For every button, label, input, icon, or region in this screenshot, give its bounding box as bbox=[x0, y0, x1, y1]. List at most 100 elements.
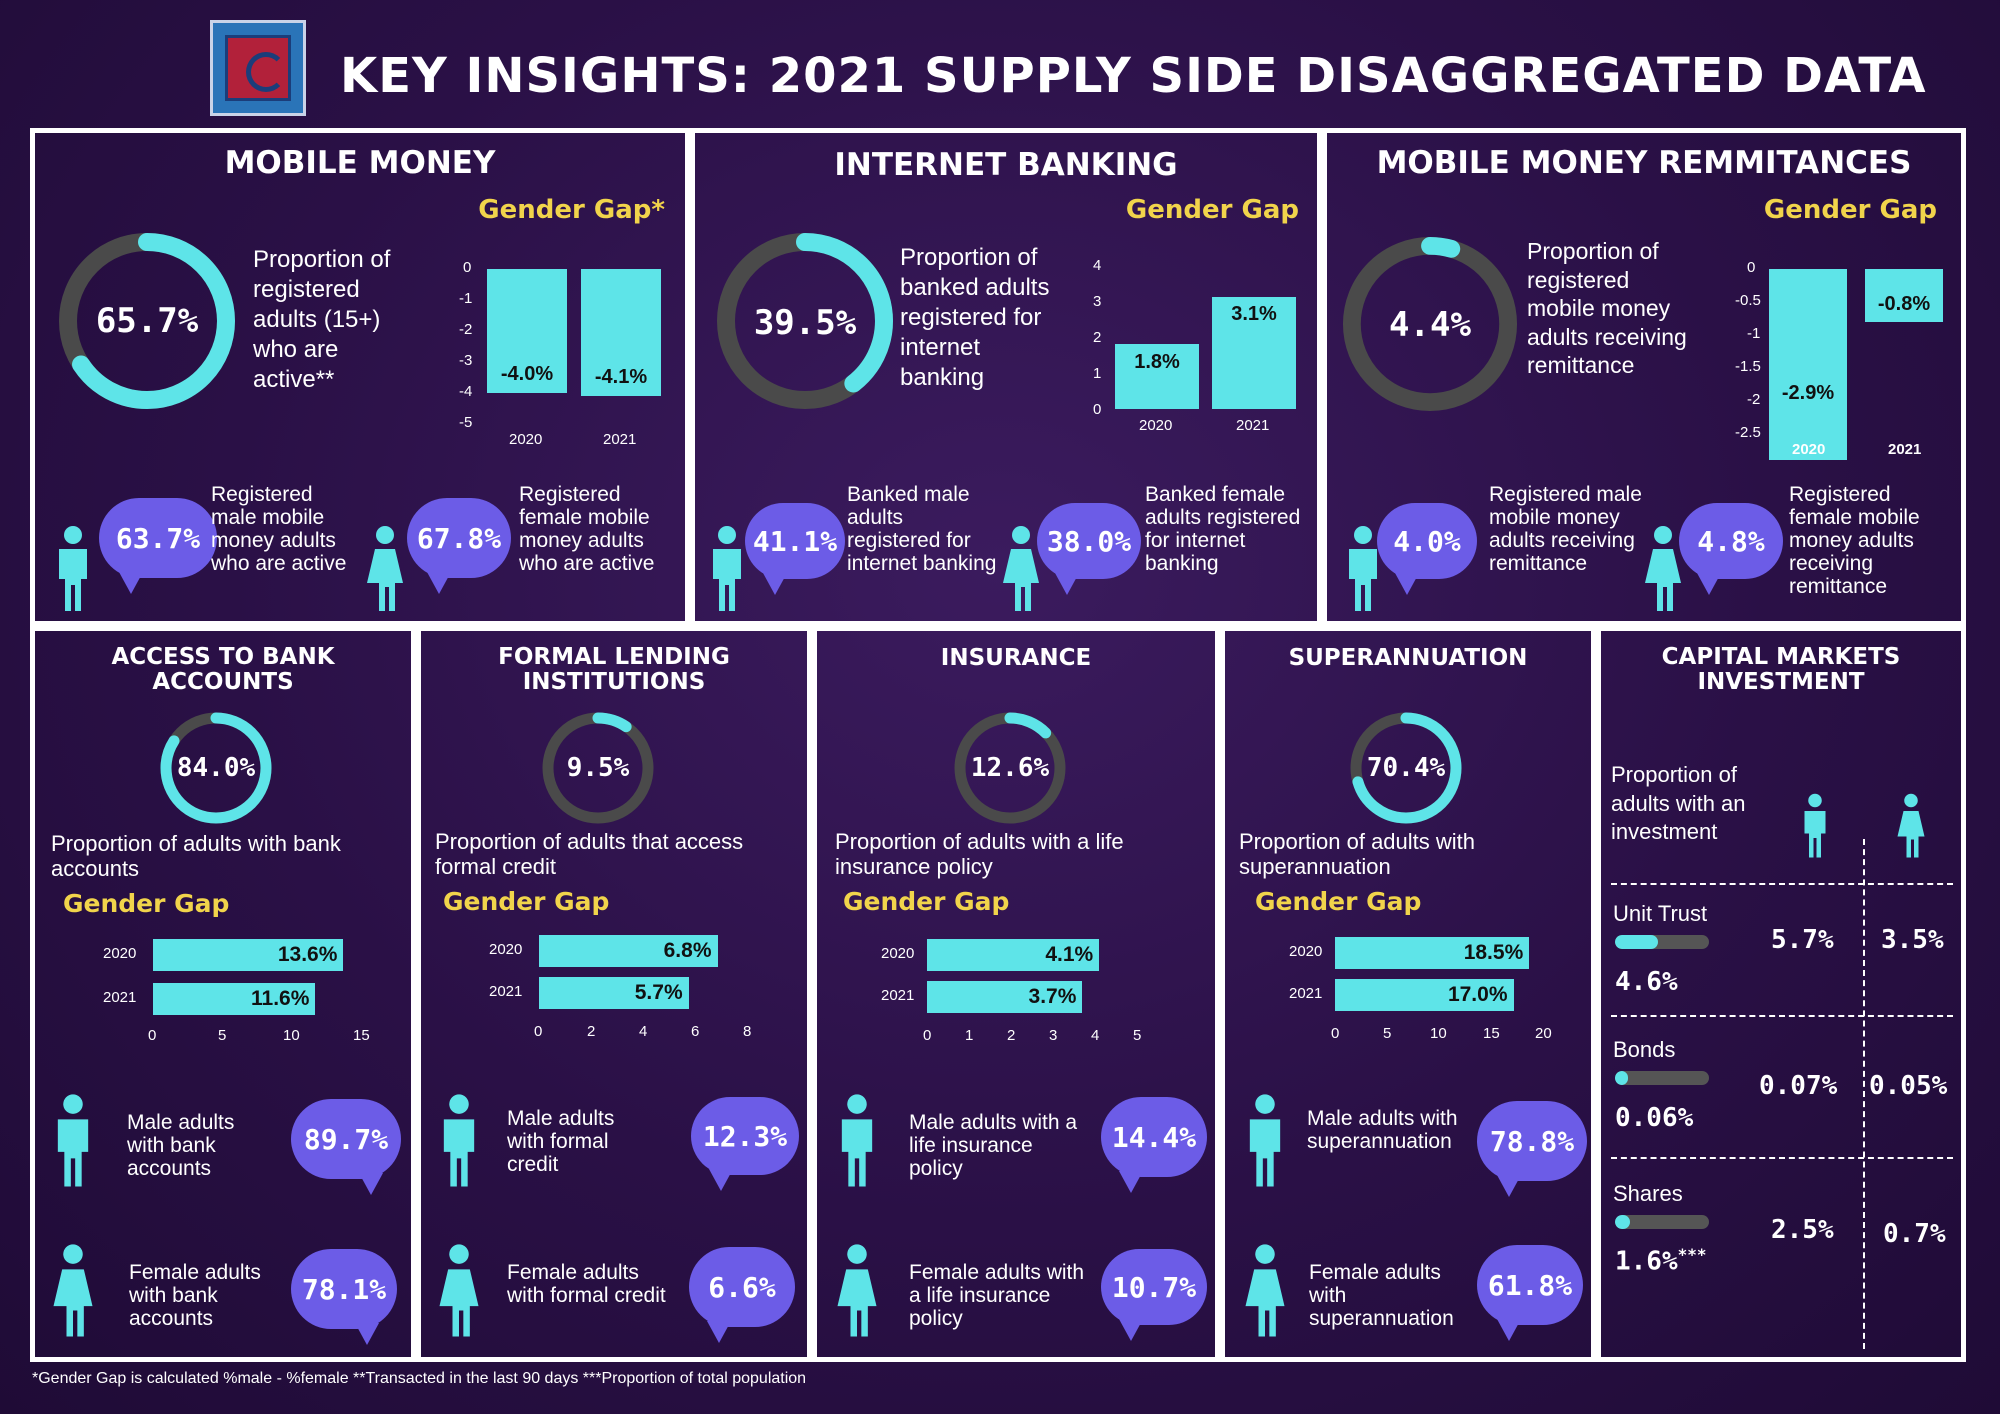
male-icon bbox=[713, 526, 741, 611]
shares-female: 0.7% bbox=[1883, 1219, 1946, 1249]
female-value-bubble: 38.0% bbox=[1037, 503, 1141, 595]
bar-label: -0.8% bbox=[1877, 293, 1931, 315]
male-value-bubble: 78.8% bbox=[1477, 1101, 1587, 1197]
panel-title: MOBILE MONEY bbox=[224, 145, 496, 181]
male-description: Male adults with bank accounts bbox=[127, 1111, 235, 1180]
axis-year: 2021 bbox=[1289, 985, 1323, 1002]
bar-2021 bbox=[581, 269, 661, 397]
female-value: 67.8% bbox=[416, 521, 502, 555]
female-description: Banked female adults registered for inte… bbox=[1145, 483, 1301, 575]
male-value-bubble: 41.1% bbox=[745, 503, 845, 595]
title-line: INVESTMENT bbox=[1697, 669, 1865, 695]
axis-tick: 2 bbox=[587, 1023, 596, 1040]
axis-year: 2020 bbox=[1289, 943, 1323, 960]
donut-value: 9.5% bbox=[566, 753, 630, 783]
bar-label: -2.9% bbox=[1781, 382, 1835, 404]
bonds-female: 0.05% bbox=[1869, 1071, 1948, 1101]
male-value: 4.0% bbox=[1393, 524, 1461, 558]
donut-value: 39.5% bbox=[753, 303, 857, 343]
bar-2021 bbox=[1212, 297, 1296, 409]
donut-chart bbox=[542, 712, 654, 824]
donut-chart bbox=[1350, 712, 1462, 824]
axis-tick: 2 bbox=[1093, 329, 1102, 346]
female-icon bbox=[1245, 1244, 1285, 1337]
unit-trust-bar bbox=[1615, 935, 1709, 949]
bar-label: 1.8% bbox=[1134, 351, 1180, 373]
axis-tick: 0 bbox=[1747, 259, 1756, 276]
axis-tick: 0 bbox=[463, 259, 472, 276]
bar-2020: 13.6% bbox=[153, 939, 344, 971]
panel-title: INSURANCE bbox=[940, 645, 1092, 671]
title-line: INSTITUTIONS bbox=[522, 669, 706, 695]
bonds-male: 0.07% bbox=[1759, 1071, 1838, 1101]
panel-title: CAPITAL MARKETS INVESTMENT bbox=[1601, 645, 1961, 695]
male-value-bubble: 4.0% bbox=[1377, 503, 1477, 595]
axis-year: 2020 bbox=[1139, 417, 1173, 434]
male-description: Male adults with a life insurance policy bbox=[909, 1111, 1078, 1180]
bonds-bar bbox=[1615, 1071, 1709, 1085]
axis-tick: -5 bbox=[459, 414, 473, 431]
bar-label: 3.7% bbox=[1028, 985, 1077, 1008]
female-value-bubble: 78.1% bbox=[291, 1249, 397, 1345]
donut-value: 84.0% bbox=[176, 753, 256, 783]
gender-gap-label: Gender Gap bbox=[443, 887, 610, 916]
gender-gap-label: Gender Gap bbox=[1125, 195, 1299, 225]
axis-tick: -2 bbox=[459, 321, 473, 338]
male-description: Male adults with superannuation bbox=[1307, 1107, 1458, 1153]
male-description: Male adults with formal credit bbox=[507, 1107, 615, 1176]
male-value: 41.1% bbox=[752, 524, 838, 558]
row-divider bbox=[1611, 1015, 1953, 1017]
axis-tick: 4 bbox=[639, 1023, 648, 1040]
unit-trust-female: 3.5% bbox=[1881, 925, 1944, 955]
male-value: 78.8% bbox=[1489, 1124, 1575, 1158]
axis-tick: -1 bbox=[1747, 325, 1761, 342]
male-value: 12.3% bbox=[702, 1119, 788, 1153]
female-description: Female adults with formal credit bbox=[507, 1261, 666, 1307]
female-description: Female adults with a life insurance poli… bbox=[909, 1261, 1085, 1330]
axis-tick: 1 bbox=[965, 1027, 974, 1044]
axis-tick: 6 bbox=[691, 1023, 700, 1040]
donut-description: Proportion of adults with bank accounts bbox=[51, 831, 341, 881]
bar-2021: 3.7% bbox=[927, 981, 1083, 1013]
title-line: ACCESS TO BANK bbox=[111, 644, 335, 670]
bar-label: 17.0% bbox=[1447, 983, 1508, 1006]
axis-tick: 5 bbox=[1383, 1025, 1392, 1042]
bar-label: 4.1% bbox=[1045, 943, 1094, 966]
female-value-bubble: 6.6% bbox=[689, 1247, 795, 1343]
axis-year: 2020 bbox=[881, 945, 915, 962]
gender-gap-label: Gender Gap bbox=[1255, 887, 1422, 916]
title-line: CAPITAL MARKETS bbox=[1661, 644, 1901, 670]
male-icon bbox=[1804, 793, 1826, 858]
axis-year: 2020 bbox=[509, 431, 543, 448]
bar-2020 bbox=[487, 269, 567, 393]
female-value: 6.6% bbox=[708, 1270, 776, 1304]
panel-mobile-money-remittances: MOBILE MONEY REMMITANCES Gender Gap 4.4%… bbox=[1322, 128, 1966, 626]
axis-tick: 5 bbox=[218, 1027, 227, 1044]
bar-2021 bbox=[1865, 269, 1943, 322]
bar-label: 11.6% bbox=[251, 987, 310, 1010]
axis-tick: 2 bbox=[1007, 1027, 1016, 1044]
bar-2020: 4.1% bbox=[927, 939, 1100, 971]
axis-tick: -2.5 bbox=[1735, 424, 1761, 441]
female-icon bbox=[439, 1244, 479, 1337]
panel-title: ACCESS TO BANK ACCOUNTS bbox=[35, 645, 411, 695]
axis-tick: 4 bbox=[1093, 257, 1102, 274]
axis-year: 2020 bbox=[489, 941, 523, 958]
axis-tick: 8 bbox=[743, 1023, 752, 1040]
female-value-bubble: 10.7% bbox=[1101, 1249, 1207, 1341]
axis-tick: 0 bbox=[534, 1023, 543, 1040]
unit-trust-male: 5.7% bbox=[1771, 925, 1834, 955]
axis-tick: 10 bbox=[1430, 1025, 1447, 1042]
axis-tick: 3 bbox=[1049, 1027, 1058, 1044]
axis-year: 2021 bbox=[103, 989, 137, 1006]
axis-tick: 5 bbox=[1133, 1027, 1142, 1044]
axis-tick: -1.5 bbox=[1735, 358, 1761, 375]
title-line: ACCOUNTS bbox=[152, 669, 294, 695]
donut-description: Proportion of adults with a life insuran… bbox=[835, 829, 1124, 879]
rbf-logo bbox=[210, 20, 306, 116]
axis-tick: 15 bbox=[353, 1027, 370, 1044]
female-icon bbox=[1003, 526, 1039, 611]
donut-description: Proportion of adults that access formal … bbox=[435, 829, 744, 879]
title-line: FORMAL LENDING bbox=[498, 644, 730, 670]
bar-label: 13.6% bbox=[277, 943, 338, 966]
